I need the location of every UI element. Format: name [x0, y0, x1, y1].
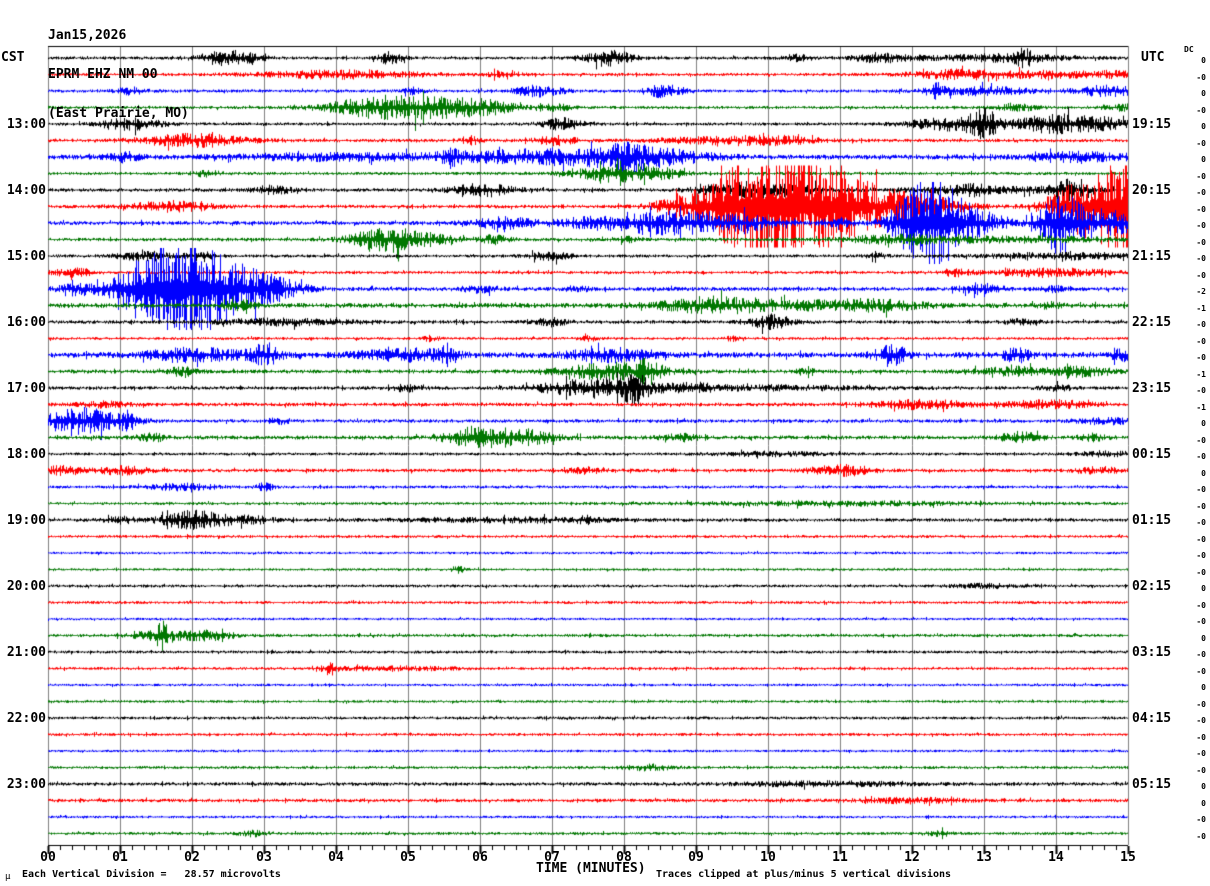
x-axis-tick-label: 01 — [112, 850, 128, 865]
time-label-left: 16:00 — [6, 314, 46, 330]
dc-value: 0 — [1201, 782, 1206, 791]
dc-column-label: DC — [1184, 45, 1194, 54]
dc-value: -1 — [1196, 303, 1206, 313]
time-label-right: 01:15 — [1132, 512, 1172, 528]
dc-value: -0 — [1196, 765, 1206, 775]
x-axis-title: TIME (MINUTES) — [536, 861, 646, 876]
x-axis-tick-label: 12 — [904, 850, 920, 865]
dc-value: -0 — [1196, 716, 1206, 725]
x-axis-tick-label: 14 — [1048, 850, 1064, 865]
dc-value: -0 — [1196, 204, 1206, 214]
time-label-right: 02:15 — [1132, 578, 1172, 594]
time-label-right: 00:15 — [1132, 446, 1172, 462]
right-timezone-label: UTC — [1141, 50, 1165, 65]
dc-value: -0 — [1196, 171, 1206, 181]
dc-value: -0 — [1196, 501, 1206, 511]
x-axis-tick-label: 07 — [544, 850, 560, 865]
header-location: (East Prairie, MO) — [48, 106, 189, 121]
time-label-right: 05:15 — [1132, 776, 1172, 792]
plot-header: Jan15,2026 EPRM EHZ NM 00 (East Prairie,… — [48, 3, 189, 133]
dc-value: -0 — [1196, 732, 1206, 742]
time-label-right: 19:15 — [1132, 116, 1172, 132]
x-axis-tick-label: 05 — [400, 850, 416, 865]
dc-value: -0 — [1196, 534, 1206, 544]
x-axis-tick-label: 06 — [472, 850, 488, 865]
x-axis-tick-label: 02 — [184, 850, 200, 865]
dc-value: -0 — [1196, 518, 1206, 527]
time-label-left: 15:00 — [6, 248, 46, 264]
dc-value: 0 — [1201, 633, 1206, 643]
dc-value: -0 — [1196, 551, 1206, 560]
left-timezone-label: CST — [1, 50, 25, 65]
dc-value: -0 — [1196, 72, 1206, 82]
dc-value: -0 — [1196, 105, 1206, 115]
dc-value: -0 — [1196, 749, 1206, 758]
dc-value: -0 — [1196, 270, 1206, 280]
x-axis-tick-label: 00 — [40, 850, 56, 865]
x-axis-tick-label: 13 — [976, 850, 992, 865]
dc-value: -0 — [1196, 699, 1206, 709]
time-label-right: 20:15 — [1132, 182, 1172, 198]
x-axis-tick-label: 15 — [1120, 850, 1136, 865]
time-label-left: 19:00 — [6, 512, 46, 528]
dc-value: -0 — [1196, 138, 1206, 148]
dc-value: -0 — [1196, 435, 1206, 445]
dc-value: -0 — [1196, 386, 1206, 395]
dc-value: -0 — [1196, 320, 1206, 329]
time-label-left: 17:00 — [6, 380, 46, 396]
footer-clip-text: Traces clipped at plus/minus 5 vertical … — [656, 869, 952, 880]
x-axis-tick-label: 04 — [328, 850, 344, 865]
x-axis-tick-label: 08 — [616, 850, 632, 865]
time-label-left: 13:00 — [6, 116, 46, 132]
header-station: EPRM EHZ NM 00 — [48, 67, 158, 82]
dc-value: -0 — [1196, 815, 1206, 824]
dc-value: -0 — [1196, 485, 1206, 494]
dc-value: -0 — [1196, 650, 1206, 659]
time-label-left: 20:00 — [6, 578, 46, 594]
dc-value: 0 — [1201, 468, 1206, 478]
dc-value: -0 — [1196, 617, 1206, 626]
dc-value: -0 — [1196, 831, 1206, 841]
dc-value: -0 — [1196, 600, 1206, 610]
dc-value: -0 — [1196, 188, 1206, 197]
time-label-right: 22:15 — [1132, 314, 1172, 330]
dc-value: -0 — [1196, 237, 1206, 247]
time-label-right: 04:15 — [1132, 710, 1172, 726]
dc-value: 0 — [1201, 584, 1206, 593]
dc-value: 0 — [1201, 122, 1206, 131]
dc-value: -0 — [1196, 221, 1206, 230]
x-axis-tick-label: 09 — [688, 850, 704, 865]
dc-value: -1 — [1196, 369, 1206, 379]
time-label-left: 14:00 — [6, 182, 46, 198]
time-label-left: 18:00 — [6, 446, 46, 462]
time-label-right: 03:15 — [1132, 644, 1172, 660]
dc-value: 0 — [1201, 89, 1206, 98]
time-label-right: 21:15 — [1132, 248, 1172, 264]
dc-value: -0 — [1196, 353, 1206, 362]
x-axis-tick-label: 10 — [760, 850, 776, 865]
mu-symbol: µ — [5, 872, 11, 882]
x-axis-tick-label: 11 — [832, 850, 848, 865]
dc-value: 0 — [1201, 798, 1206, 808]
time-label-right: 23:15 — [1132, 380, 1172, 396]
dc-value: 0 — [1201, 683, 1206, 692]
dc-value: -0 — [1196, 452, 1206, 461]
dc-value: -0 — [1196, 336, 1206, 346]
time-label-left: 21:00 — [6, 644, 46, 660]
x-axis-tick-label: 03 — [256, 850, 272, 865]
dc-value: 0 — [1201, 419, 1206, 428]
dc-value: 0 — [1201, 155, 1206, 164]
dc-value: -2 — [1196, 287, 1206, 296]
dc-value: -1 — [1196, 402, 1206, 412]
footer-scale-text: Each Vertical Division = 28.57 microvolt… — [22, 869, 281, 880]
dc-value: 0 — [1201, 56, 1206, 65]
time-label-left: 22:00 — [6, 710, 46, 726]
header-date: Jan15,2026 — [48, 28, 127, 43]
time-label-left: 23:00 — [6, 776, 46, 792]
dc-value: -0 — [1196, 254, 1206, 263]
dc-value: -0 — [1196, 567, 1206, 577]
dc-value: -0 — [1196, 666, 1206, 676]
